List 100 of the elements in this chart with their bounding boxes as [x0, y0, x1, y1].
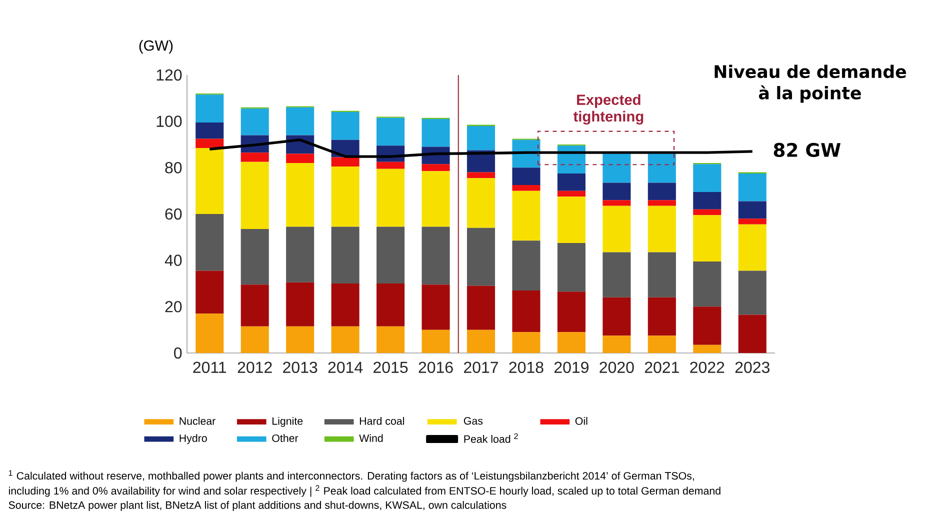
bar [240, 326, 269, 353]
bar [466, 286, 496, 330]
bar [557, 332, 586, 353]
bar [512, 240, 540, 290]
bar [512, 140, 540, 168]
bar [602, 252, 631, 298]
bar [422, 284, 450, 330]
legend-label: Gas [464, 417, 483, 425]
text: including 1% and 0% availability for wind and solar respectively | $^{2}$ Peak load calculated from ENTSO-E hourly load, scaled up to total German demand [8, 485, 720, 497]
bar [466, 172, 496, 178]
annotation: Expected tightening [573, 94, 644, 125]
bar [738, 270, 766, 315]
y-tick-label: 20 [165, 300, 182, 312]
x-tick-label: 2019 [554, 362, 588, 374]
y-tick-label: 40 [164, 254, 182, 266]
y-tick-label: 80 [165, 162, 182, 174]
bar [240, 108, 269, 136]
annotation: 82 GW [774, 142, 841, 158]
source-note: Source: BNetzA power plant list, BNetzA list of plant additions and shut-downs, KWSAL, own calculations [8, 501, 506, 511]
bar [422, 119, 450, 147]
bar [648, 336, 676, 353]
bar [693, 306, 722, 345]
bar [557, 292, 586, 332]
bar [693, 209, 722, 216]
bar [422, 226, 450, 285]
x-tick-label: 2017 [464, 362, 498, 374]
bar [196, 270, 224, 314]
bar [240, 229, 269, 285]
bar [602, 206, 631, 252]
bar [196, 214, 224, 271]
bar [738, 201, 766, 219]
bar [512, 290, 540, 332]
y-tick-label: 100 [156, 116, 182, 127]
x-tick-label: 2018 [509, 362, 544, 374]
x-tick-label: 2020 [600, 362, 634, 374]
annotation: Niveau de demande à la pointe [714, 64, 906, 103]
legend-label: Hydro [180, 434, 207, 444]
x-tick-label: 2013 [283, 362, 318, 374]
bar [286, 154, 314, 164]
bar [196, 122, 224, 139]
y-axis-title: (GW) [139, 40, 173, 54]
bar [376, 168, 405, 227]
bar [196, 314, 224, 353]
bar [602, 154, 631, 183]
bar [602, 182, 631, 200]
text: $^{1}$ Calculated without reserve, mothballed power plants and interconnectors. Derating factors as of ‘Leistungsbilanzbericht 2014’ of German TSOs, [8, 470, 694, 482]
bar [648, 182, 676, 200]
bar [738, 218, 766, 224]
x-tick-label: 2023 [735, 362, 770, 374]
x-tick-label: 2021 [644, 362, 679, 374]
bar [466, 178, 496, 228]
bar [466, 126, 496, 150]
legend-label: Lignite [272, 416, 303, 427]
bar [196, 94, 224, 122]
bar [331, 226, 360, 284]
bar [331, 326, 360, 353]
bar [286, 326, 314, 353]
bar [240, 284, 269, 326]
y-tick-label: 120 [156, 69, 182, 81]
bar [738, 314, 766, 353]
bar [331, 112, 360, 140]
bar [286, 163, 314, 227]
bar [331, 166, 360, 227]
legend-label: Hard coal [360, 416, 404, 425]
bar [693, 192, 722, 210]
bar [602, 200, 631, 206]
bar [738, 224, 766, 271]
bar [376, 226, 405, 284]
bar [602, 297, 631, 336]
y-tick-label: 60 [165, 208, 182, 220]
bar [693, 344, 722, 353]
bar [422, 330, 450, 353]
bar [331, 157, 360, 167]
bar [376, 118, 405, 146]
bar [240, 162, 269, 230]
bar [738, 173, 766, 202]
bar [512, 185, 540, 191]
legend-label: Nuclear [180, 416, 216, 425]
bar [648, 252, 676, 298]
bar [286, 107, 314, 136]
bar [602, 336, 631, 353]
bar [422, 171, 450, 227]
bar [376, 283, 405, 326]
x-tick-label: 2014 [328, 362, 363, 374]
bar [512, 190, 540, 241]
x-tick-label: 2011 [193, 362, 226, 374]
bar [648, 200, 676, 206]
x-tick-label: 2015 [374, 362, 408, 374]
bar [512, 332, 540, 353]
x-tick-label: 2022 [690, 362, 724, 374]
x-tick-label: 2012 [238, 362, 272, 374]
bar [196, 148, 224, 214]
bar [693, 261, 722, 307]
bar [648, 206, 676, 252]
bar [196, 138, 224, 148]
bar [693, 164, 722, 192]
bar [512, 168, 540, 186]
legend-label: Other [272, 434, 298, 442]
bar [376, 162, 405, 169]
bar [466, 228, 496, 286]
